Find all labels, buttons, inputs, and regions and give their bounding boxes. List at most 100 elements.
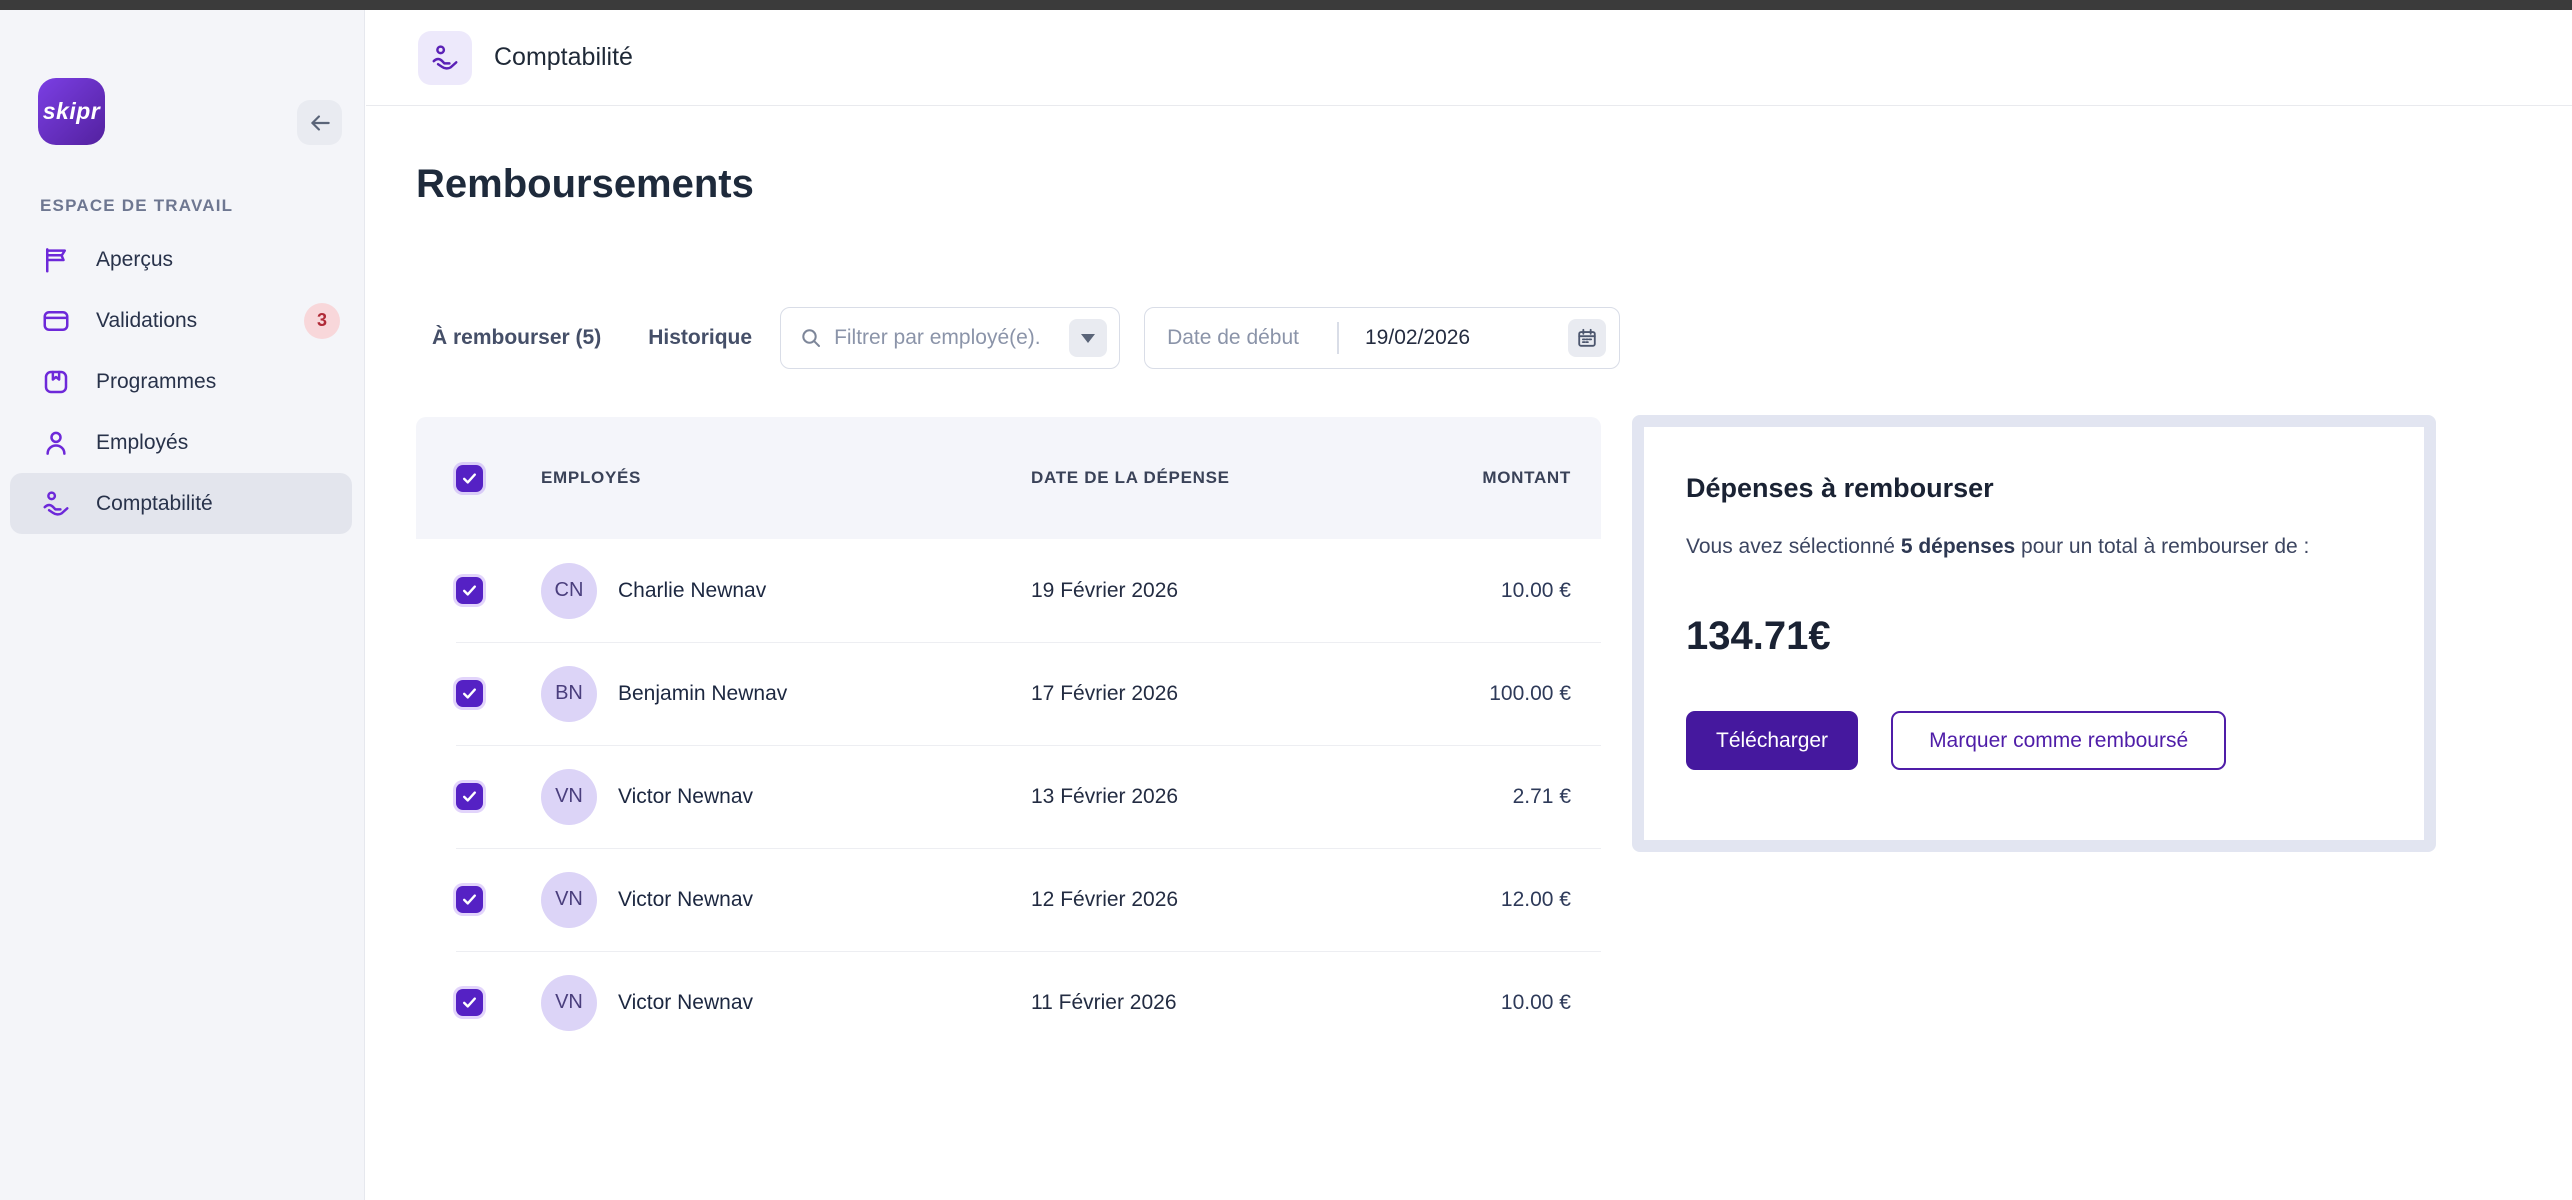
table-row: VN Victor Newnav 13 Février 2026 2.71 € bbox=[416, 745, 1601, 848]
window-top-strip bbox=[0, 0, 2572, 10]
expense-amount: 100.00 € bbox=[1489, 681, 1571, 705]
employee-cell: VN Victor Newnav bbox=[541, 974, 1031, 1031]
breadcrumb: Comptabilité bbox=[494, 43, 633, 71]
tabs: À rembourser (5) Historique bbox=[432, 326, 752, 350]
expense-date: 13 Février 2026 bbox=[1031, 784, 1179, 808]
table-row: BN Benjamin Newnav 17 Février 2026 100.0… bbox=[416, 642, 1601, 745]
sidebar-item-validations[interactable]: Validations 3 bbox=[10, 290, 352, 351]
sidebar-item-label: Aperçus bbox=[96, 247, 174, 271]
tab-historique[interactable]: Historique bbox=[648, 326, 753, 349]
summary-text: Vous avez sélectionné 5 dépenses pour un… bbox=[1686, 532, 2384, 562]
start-date-value: 19/02/2026 bbox=[1365, 326, 1471, 349]
arrow-left-icon bbox=[307, 110, 333, 136]
avatar-initials: VN bbox=[555, 888, 583, 910]
sidebar-item-label: Validations bbox=[96, 308, 198, 332]
calendar-icon bbox=[1576, 327, 1598, 349]
employee-cell: VN Victor Newnav bbox=[541, 871, 1031, 928]
expense-amount: 10.00 € bbox=[1500, 990, 1571, 1014]
field-divider bbox=[1337, 322, 1339, 354]
row-checkbox[interactable] bbox=[456, 680, 483, 707]
sidebar: skipr ESPACE DE TRAVAIL Aperçus Validati… bbox=[0, 10, 365, 1200]
summary-title: Dépenses à rembourser bbox=[1686, 473, 1994, 503]
summary-selected-count: 5 dépenses bbox=[1900, 535, 2016, 558]
expense-amount: 2.71 € bbox=[1512, 784, 1571, 808]
table-header-row: EMPLOYÉS DATE DE LA DÉPENSE MONTANT bbox=[416, 417, 1601, 539]
row-checkbox[interactable] bbox=[456, 989, 483, 1016]
employee-cell: BN Benjamin Newnav bbox=[541, 665, 1031, 722]
chevron-down-icon bbox=[1081, 333, 1096, 343]
avatar: CN bbox=[541, 562, 597, 619]
expense-date: 12 Février 2026 bbox=[1031, 887, 1179, 911]
toolbar: À rembourser (5) Historique Filtrer par … bbox=[416, 307, 2572, 369]
sidebar-collapse-button[interactable] bbox=[297, 100, 342, 145]
summary-text-suffix: pour un total à rembourser de : bbox=[2015, 535, 2310, 558]
avatar: VN bbox=[541, 974, 597, 1031]
sidebar-item-employes[interactable]: Employés bbox=[10, 412, 352, 473]
select-all-checkbox[interactable] bbox=[456, 464, 483, 492]
card-icon bbox=[40, 305, 72, 337]
employee-cell: VN Victor Newnav bbox=[541, 768, 1031, 825]
logo-text: skipr bbox=[42, 98, 101, 124]
column-header-employes: EMPLOYÉS bbox=[541, 468, 642, 487]
sidebar-item-label: Employés bbox=[96, 430, 189, 454]
package-icon bbox=[40, 366, 72, 398]
sidebar-item-apercus[interactable]: Aperçus bbox=[10, 229, 352, 290]
table-row: VN Victor Newnav 11 Février 2026 10.00 € bbox=[416, 951, 1601, 1054]
avatar-initials: BN bbox=[555, 682, 583, 704]
sidebar-nav: Aperçus Validations 3 Programmes Employé… bbox=[10, 229, 352, 534]
expense-date: 17 Février 2026 bbox=[1031, 681, 1179, 705]
main-content: Remboursements À rembourser (5) Historiq… bbox=[366, 106, 2572, 1200]
reimburse-summary-panel: Dépenses à rembourser Vous avez sélectio… bbox=[1632, 415, 2436, 852]
start-date-label: Date de début bbox=[1167, 326, 1299, 349]
download-button[interactable]: Télécharger bbox=[1686, 711, 1859, 770]
overview-icon bbox=[40, 244, 72, 276]
workspace-section-label: ESPACE DE TRAVAIL bbox=[40, 196, 234, 215]
sidebar-item-programmes[interactable]: Programmes bbox=[10, 351, 352, 412]
row-checkbox[interactable] bbox=[456, 577, 483, 604]
employee-name: Benjamin Newnav bbox=[618, 681, 788, 705]
page-title: Remboursements bbox=[416, 162, 754, 206]
filter-dropdown-button[interactable] bbox=[1069, 319, 1108, 357]
employee-name: Victor Newnav bbox=[618, 784, 754, 808]
hand-coin-icon bbox=[40, 488, 72, 520]
calendar-button[interactable] bbox=[1568, 319, 1607, 357]
expense-amount: 12.00 € bbox=[1500, 887, 1571, 911]
employee-filter-placeholder: Filtrer par employé(e). bbox=[834, 326, 1041, 349]
avatar: BN bbox=[541, 665, 597, 722]
summary-total-amount: 134.71€ bbox=[1686, 614, 1831, 658]
table-body: CN Charlie Newnav 19 Février 2026 10.00 … bbox=[416, 539, 1601, 1054]
comptabilite-hand-coin-icon bbox=[418, 30, 472, 85]
employee-filter-input[interactable]: Filtrer par employé(e). bbox=[780, 307, 1121, 369]
mark-reimbursed-button[interactable]: Marquer comme remboursé bbox=[1891, 711, 2227, 770]
avatar: VN bbox=[541, 871, 597, 928]
skipr-logo: skipr bbox=[38, 78, 105, 145]
table-row: CN Charlie Newnav 19 Février 2026 10.00 … bbox=[416, 539, 1601, 642]
avatar-initials: CN bbox=[554, 579, 584, 601]
column-header-montant: MONTANT bbox=[1482, 468, 1571, 487]
avatar-initials: VN bbox=[555, 991, 583, 1013]
expense-amount: 10.00 € bbox=[1500, 578, 1571, 602]
tab-a-rembourser[interactable]: À rembourser (5) bbox=[432, 326, 602, 349]
start-date-field[interactable]: Date de début 19/02/2026 bbox=[1144, 307, 1621, 369]
expense-date: 19 Février 2026 bbox=[1031, 578, 1179, 602]
row-checkbox[interactable] bbox=[456, 783, 483, 810]
table-row: VN Victor Newnav 12 Février 2026 12.00 € bbox=[416, 848, 1601, 951]
row-checkbox[interactable] bbox=[456, 886, 483, 913]
sidebar-item-comptabilite[interactable]: Comptabilité bbox=[10, 473, 352, 534]
column-header-date: DATE DE LA DÉPENSE bbox=[1031, 468, 1230, 487]
summary-actions: Télécharger Marquer comme remboursé bbox=[1686, 711, 2384, 770]
summary-text-prefix: Vous avez sélectionné bbox=[1686, 535, 1901, 558]
validations-count-badge: 3 bbox=[304, 302, 340, 339]
employee-name: Victor Newnav bbox=[618, 990, 754, 1014]
sidebar-item-label: Comptabilité bbox=[96, 491, 213, 515]
employee-name: Charlie Newnav bbox=[618, 578, 767, 602]
employee-name: Victor Newnav bbox=[618, 887, 754, 911]
expense-date: 11 Février 2026 bbox=[1031, 990, 1177, 1014]
avatar-initials: VN bbox=[555, 785, 583, 807]
employee-cell: CN Charlie Newnav bbox=[541, 562, 1031, 619]
search-icon bbox=[799, 326, 823, 350]
reimbursements-table: EMPLOYÉS DATE DE LA DÉPENSE MONTANT CN C… bbox=[416, 417, 1601, 1054]
avatar: VN bbox=[541, 768, 597, 825]
sidebar-item-label: Programmes bbox=[96, 369, 217, 393]
page-header: Comptabilité bbox=[366, 10, 2572, 106]
